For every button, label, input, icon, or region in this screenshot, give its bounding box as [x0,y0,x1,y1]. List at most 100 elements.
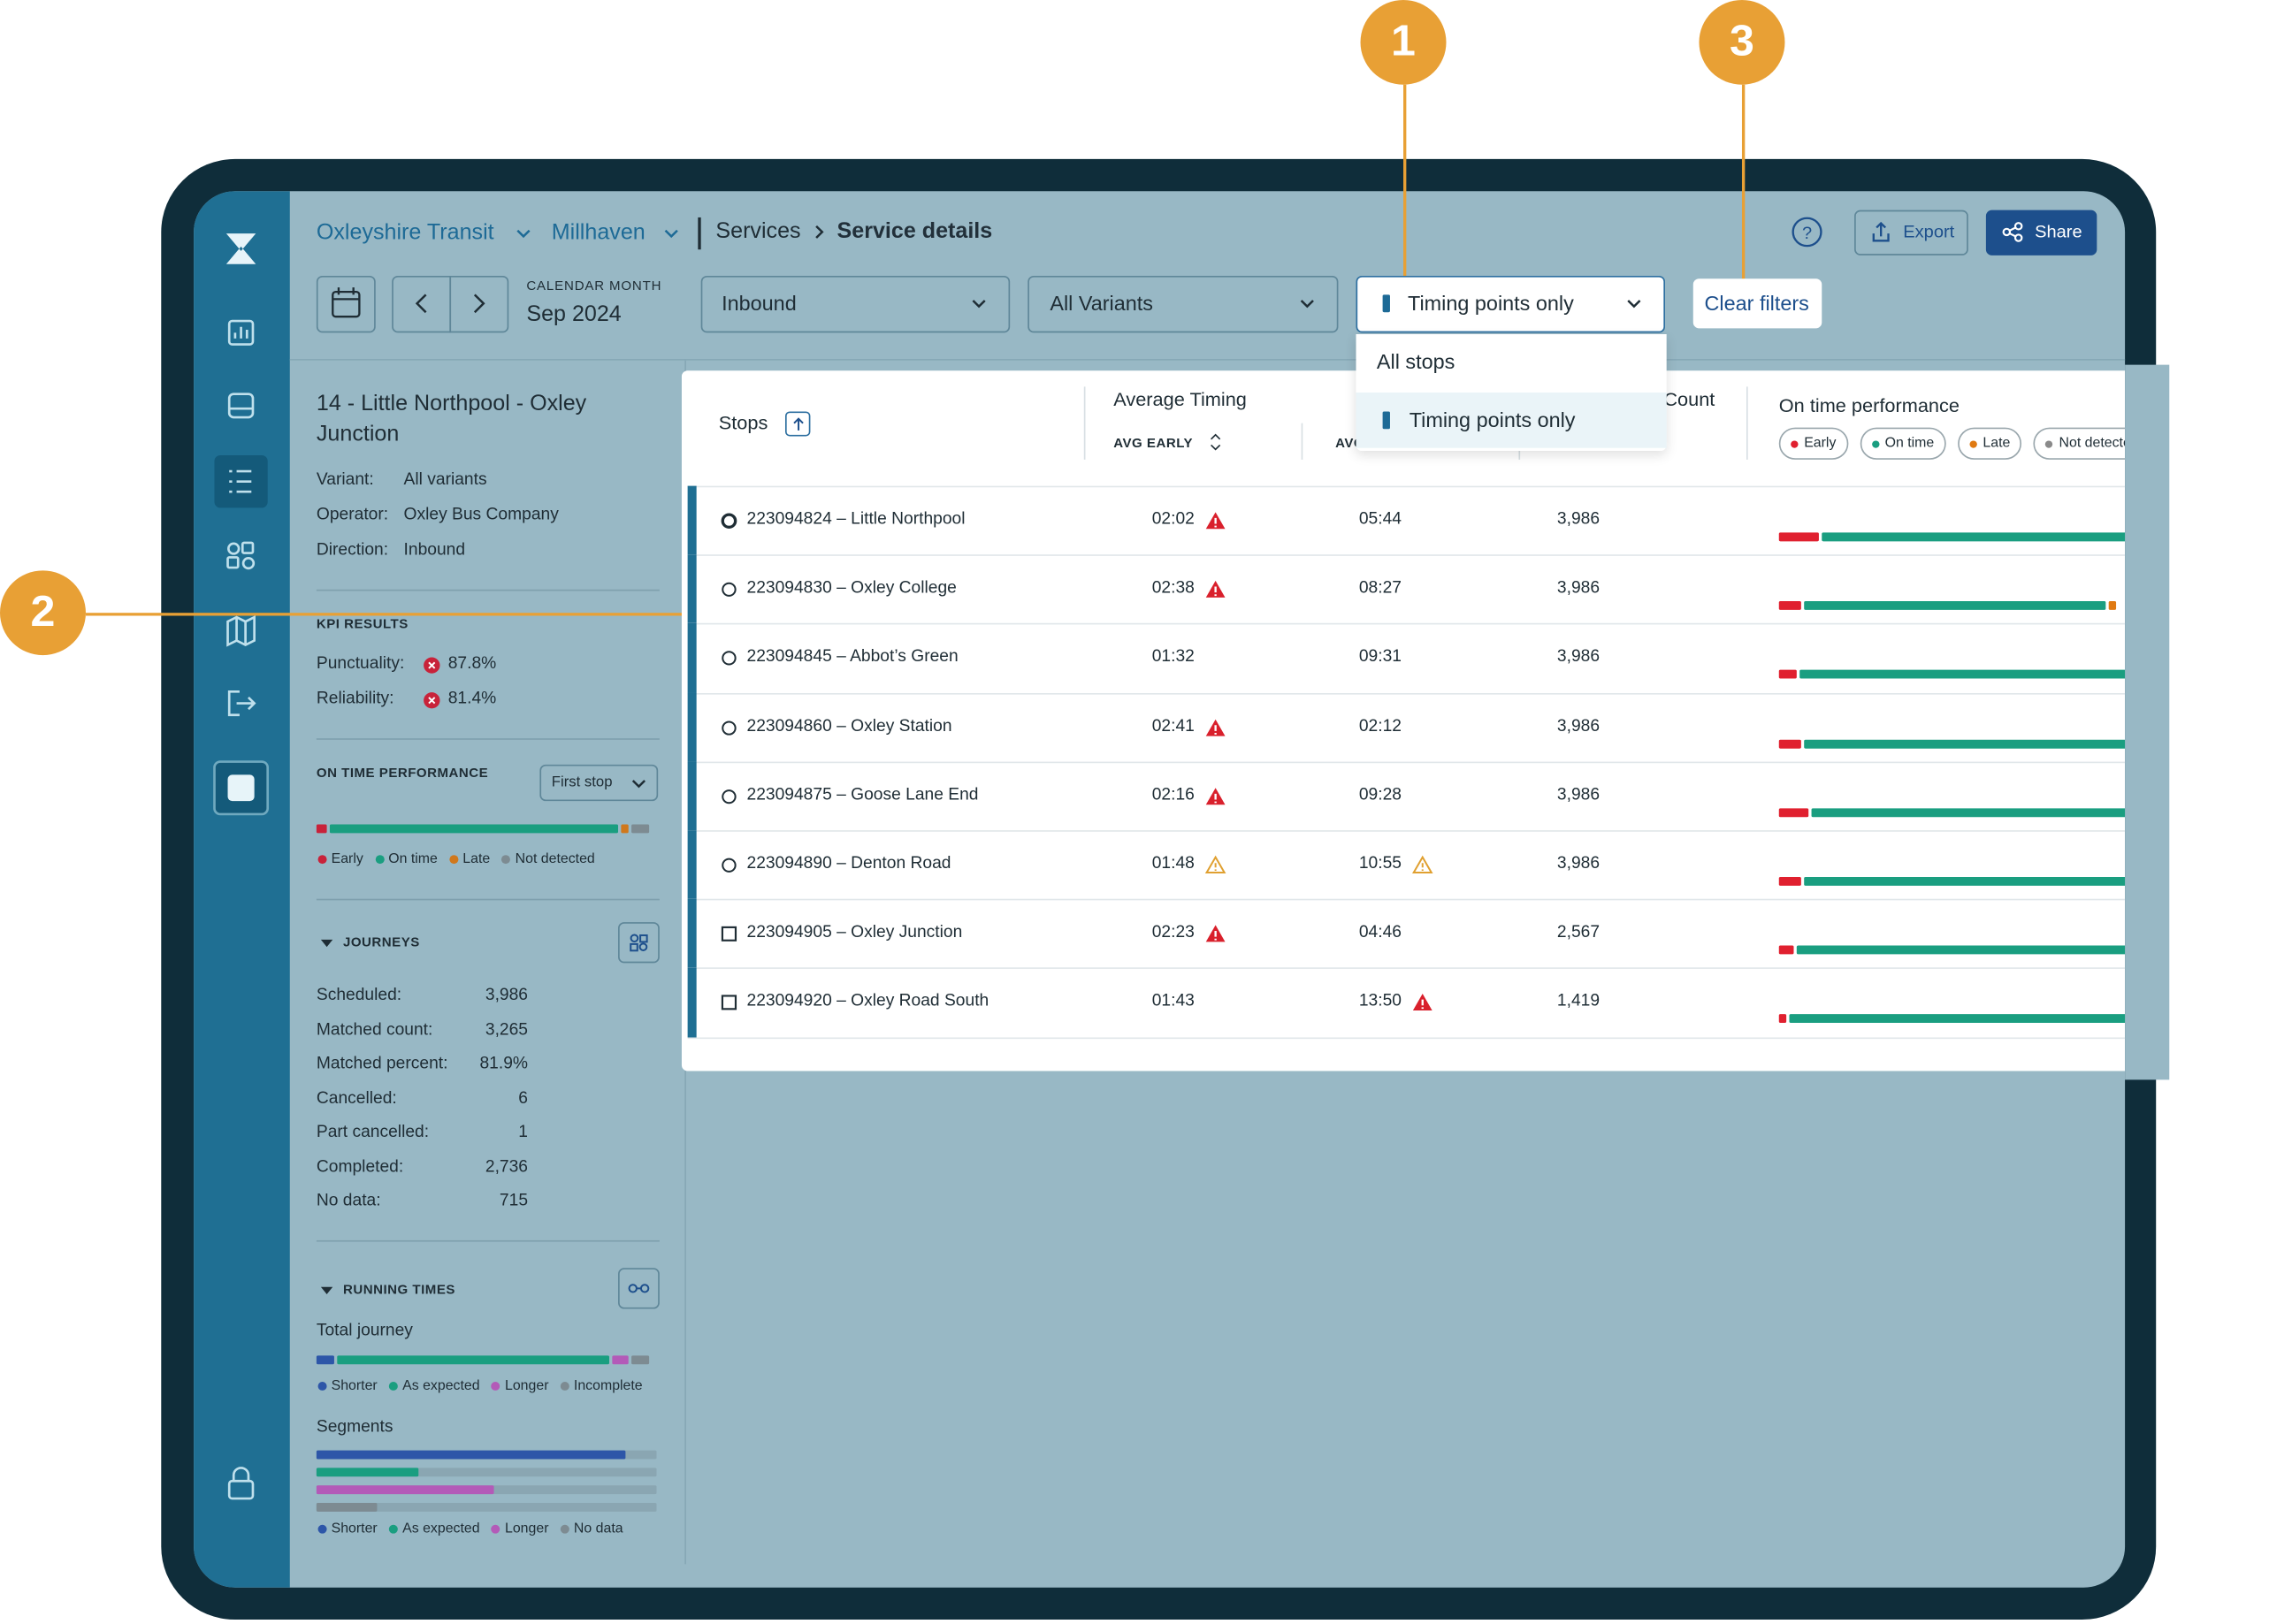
divider [317,590,660,591]
avg-late: 02:12 [1359,718,1402,738]
header-otp: On time performance [1779,394,1960,417]
divider [317,899,660,901]
stop-name: 223094875 – Goose Lane End [747,786,979,806]
journey-count: 3,986 [1557,855,1600,875]
bar-segment [2109,601,2117,610]
dropdown-option: All stops [1377,349,1455,374]
legend-dot [561,1382,569,1391]
divider [317,738,660,740]
row-divider [688,623,2125,625]
nav-rail [194,191,290,1588]
callout-line [86,613,688,614]
journey-label: Part cancelled: [317,1124,429,1144]
breadcrumb-area: Millhaven [552,220,646,247]
header-count: Count [1663,388,1715,411]
bar-segment [1779,877,1801,886]
kpi-value: 87.8% [448,655,497,675]
bar-segment [1811,808,2131,817]
bar-segment [1779,739,1801,748]
detail-label: Operator: [317,507,388,527]
header-stops: Stops [719,412,768,435]
header-early: AVG EARLY [1113,436,1193,452]
bar-segment [1822,532,2131,541]
legend-dot [318,1382,327,1391]
timing-stripe [688,761,697,830]
legend-dot [375,855,384,864]
row-divider [688,899,2125,901]
journey-value: 81.9% [479,1055,528,1075]
journey-label: Scheduled: [317,987,401,1007]
column-separator [1084,386,1086,460]
journey-count: 3,986 [1557,718,1600,738]
kpi-label: Reliability: [317,690,394,711]
legend-dot [1969,440,1976,447]
bar-segment [317,1355,334,1364]
avg-late: 08:27 [1359,580,1402,600]
legend-label: Shorter [332,1378,378,1395]
share-label: Share [2035,222,2082,243]
journey-count: 2,567 [1557,924,1600,944]
sort-button[interactable] [785,411,810,436]
avg-early: 02:41 [1152,718,1195,738]
segments-label: Segments [317,1418,393,1438]
bar-segment [1804,739,2131,748]
journey-label: No data: [317,1193,381,1213]
stop-name: 223094890 – Denton Road [747,855,951,875]
segment-bar [317,1503,378,1512]
journey-count: 3,986 [1557,580,1600,600]
bar-segment [1779,532,1819,541]
journey-value: 2,736 [485,1158,528,1178]
journey-count: 1,419 [1557,993,1600,1013]
bar-segment [337,1355,608,1364]
stop-name: 223094824 – Little Northpool [747,511,966,531]
journey-count: 3,986 [1557,649,1600,669]
bar-segment [632,1355,650,1364]
bar-segment [1779,670,1798,679]
section-heading: JOURNEYS [343,934,420,950]
avg-late: 10:55 [1359,855,1402,875]
divider [317,1240,660,1242]
bar-segment [1779,808,1808,817]
legend-dot [318,1525,327,1534]
avg-late: 04:46 [1359,924,1402,944]
legend-label: Not detected [516,851,595,868]
segment-bar [317,1468,418,1476]
separator [698,217,700,249]
journey-label: Matched percent: [317,1055,448,1075]
bar-segment [1779,1015,1787,1024]
stop-name: 223094845 – Abbot’s Green [747,649,959,669]
month-value: Sep 2024 [526,302,621,329]
callout-number: 2 [31,587,56,639]
legend-label: Early [1804,435,1836,452]
callout-line [1742,85,1745,282]
bar-segment [1804,877,2131,886]
bar-segment [1779,946,1794,955]
legend-label: On time [388,851,438,868]
legend-label: Late [462,851,490,868]
timing-stripe [688,899,697,968]
avg-early: 01:43 [1152,993,1195,1013]
section-heading: RUNNING TIMES [343,1282,455,1298]
legend-label: Early [332,851,363,868]
legend-dot [449,855,458,864]
breadcrumb-section: Services [715,219,800,246]
timing-icon [1383,411,1390,429]
legend-label: As expected [402,1378,479,1395]
avg-late: 09:28 [1359,786,1402,806]
bar-segment [1797,946,2131,955]
callout-number: 3 [1730,16,1754,68]
clear-filters-label: Clear filters [1704,291,1808,316]
legend-label: Longer [505,1521,548,1537]
legend-dot [561,1525,569,1534]
service-title: 14 - Little Northpool - Oxley Junction [317,388,642,449]
row-divider [688,761,2125,763]
segment-bar [317,1485,493,1494]
journey-label: Cancelled: [317,1089,397,1109]
stop-name: 223094830 – Oxley College [747,580,957,600]
section-heading: KPI RESULTS [317,617,409,633]
stop-filter-value: Timing points only [1408,291,1574,316]
detail-label: Direction: [317,542,388,562]
breadcrumb-org: Oxleyshire Transit [317,220,494,247]
bar-segment [612,1355,630,1364]
